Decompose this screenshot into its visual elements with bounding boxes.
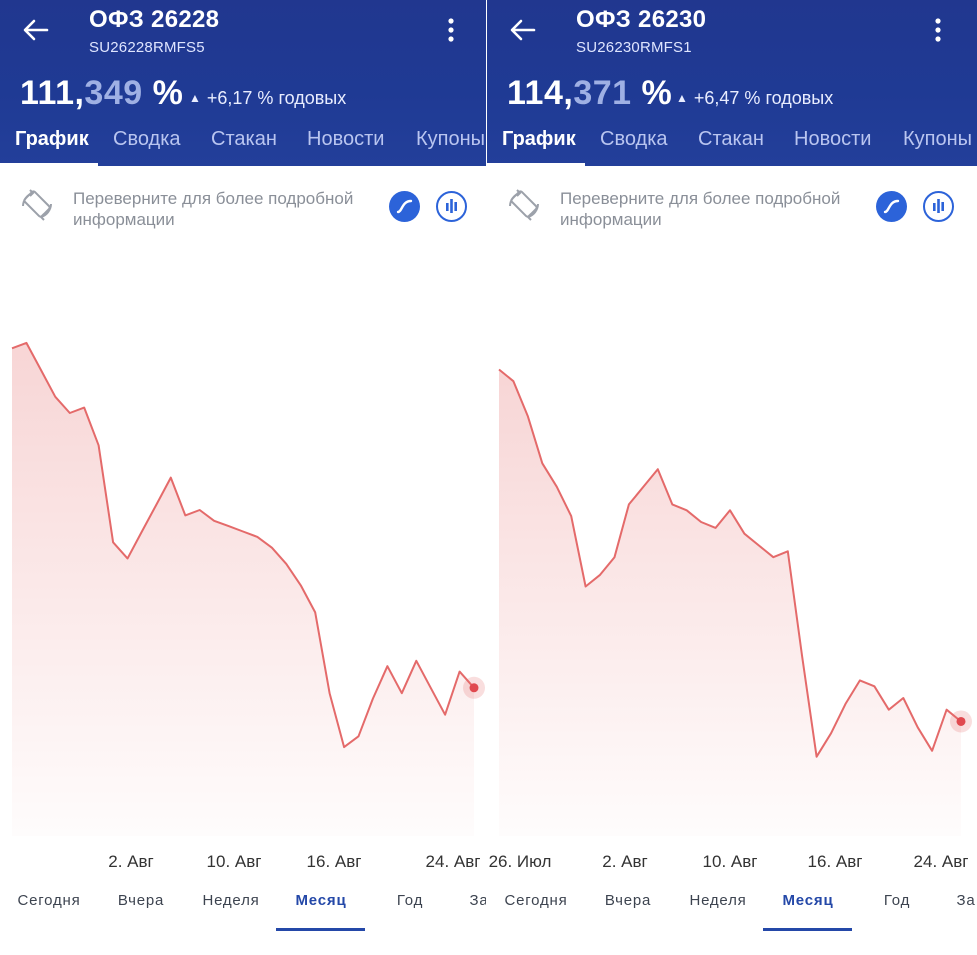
rotate-hint: Переверните для более подробной информац… <box>0 170 487 250</box>
period-selector: Сегодня Вчера Неделя Месяц Год За <box>487 884 977 934</box>
period-yesterday[interactable]: Вчера <box>117 892 165 909</box>
yield-change-text: +6,47 % годовых <box>693 88 834 108</box>
yield-change: ▲ +6,17 % годовых <box>189 88 346 109</box>
price-unit: % <box>142 74 184 112</box>
period-today[interactable]: Сегодня <box>504 892 568 909</box>
candlestick-icon <box>446 199 457 213</box>
tab-coupons[interactable]: Купоны <box>903 128 973 150</box>
tab-summary[interactable]: Сводка <box>113 128 181 150</box>
period-today[interactable]: Сегодня <box>17 892 81 909</box>
triangle-up-icon: ▲ <box>189 91 201 105</box>
bond-title: ОФЗ 26230 <box>576 6 707 33</box>
back-arrow-icon[interactable] <box>505 12 541 48</box>
x-tick-label: 2. Авг <box>602 852 648 871</box>
active-tab-indicator <box>0 163 98 166</box>
x-tick-label: 16. Авг <box>306 852 362 871</box>
price-chart[interactable] <box>487 286 977 846</box>
price-line <box>11 341 475 749</box>
line-chart-button[interactable] <box>389 191 420 222</box>
active-period-indicator <box>276 928 365 931</box>
rotate-hint: Переверните для более подробной информац… <box>487 170 977 250</box>
period-month[interactable]: Месяц <box>295 892 347 909</box>
candlestick-chart-button[interactable] <box>923 191 954 222</box>
tab-orderbook[interactable]: Стакан <box>211 128 277 150</box>
tab-bar: График Сводка Стакан Новости Купоны <box>0 124 487 166</box>
period-year[interactable]: Год <box>396 892 424 909</box>
period-week[interactable]: Неделя <box>689 892 747 909</box>
last-price-marker[interactable] <box>956 716 966 726</box>
price-chart[interactable] <box>0 286 487 846</box>
price: 114,371 % <box>507 74 672 113</box>
bond-title: ОФЗ 26228 <box>89 6 220 33</box>
last-price-marker[interactable] <box>469 683 479 693</box>
tab-chart[interactable]: График <box>15 128 89 150</box>
x-tick-label: 26. Июл <box>488 852 552 871</box>
yield-change-text: +6,17 % годовых <box>206 88 347 108</box>
price-area-fill <box>499 369 961 836</box>
bond-panel-ofz-26228: ОФЗ 26228 SU26228RMFS5 111,349 % ▲ +6,17 … <box>0 0 487 955</box>
period-month[interactable]: Месяц <box>782 892 834 909</box>
active-period-indicator <box>763 928 852 931</box>
price-fraction: 371 <box>573 74 632 112</box>
price-unit: % <box>631 74 673 112</box>
rotate-hint-text: Переверните для более подробной информац… <box>560 189 841 229</box>
price-integer: 114, <box>507 74 574 112</box>
rotate-hint-text: Переверните для более подробной информац… <box>73 189 354 229</box>
price-integer: 111, <box>20 74 85 112</box>
x-tick-label: 16. Авг <box>807 852 863 871</box>
rotate-device-icon <box>509 189 539 221</box>
tab-bar: График Сводка Стакан Новости Купоны <box>487 124 977 166</box>
header: ОФЗ 26230 SU26230RMFS1 114,371 % ▲ +6,47 … <box>487 0 977 166</box>
candlestick-chart-button[interactable] <box>436 191 467 222</box>
bond-ticker: SU26230RMFS1 <box>576 39 692 56</box>
rotate-device-icon <box>22 189 52 221</box>
x-tick-label: 10. Авг <box>702 852 758 871</box>
tab-chart[interactable]: График <box>502 128 576 150</box>
yield-change: ▲ +6,47 % годовых <box>676 88 833 109</box>
tab-orderbook[interactable]: Стакан <box>698 128 764 150</box>
x-tick-label: 2. Авг <box>108 852 154 871</box>
line-chart-icon <box>883 199 900 214</box>
bond-panel-ofz-26230: ОФЗ 26230 SU26230RMFS1 114,371 % ▲ +6,47 … <box>487 0 977 955</box>
price-area-fill <box>12 342 474 836</box>
tab-coupons[interactable]: Купоны <box>416 128 486 150</box>
period-all[interactable]: За <box>469 892 487 909</box>
period-yesterday[interactable]: Вчера <box>604 892 652 909</box>
x-tick-label: 24. Авг <box>913 852 969 871</box>
more-menu-icon[interactable] <box>924 14 952 46</box>
line-chart-icon <box>396 199 413 214</box>
candlestick-icon <box>933 199 944 213</box>
triangle-up-icon: ▲ <box>676 91 688 105</box>
x-axis: 2. Авг 10. Авг 16. Авг 24. Авг <box>0 850 487 876</box>
price-line <box>498 368 962 758</box>
more-menu-icon[interactable] <box>437 14 465 46</box>
period-all[interactable]: За <box>956 892 976 909</box>
period-year[interactable]: Год <box>883 892 911 909</box>
tab-news[interactable]: Новости <box>794 128 872 150</box>
back-arrow-icon[interactable] <box>18 12 54 48</box>
period-week[interactable]: Неделя <box>202 892 260 909</box>
tab-news[interactable]: Новости <box>307 128 385 150</box>
active-tab-indicator <box>487 163 585 166</box>
x-axis: 26. Июл 2. Авг 10. Авг 16. Авг 24. Авг <box>487 850 977 876</box>
header: ОФЗ 26228 SU26228RMFS5 111,349 % ▲ +6,17 … <box>0 0 487 166</box>
price: 111,349 % <box>20 74 183 113</box>
tab-summary[interactable]: Сводка <box>600 128 668 150</box>
x-tick-label: 24. Авг <box>425 852 481 871</box>
line-chart-button[interactable] <box>876 191 907 222</box>
price-fraction: 349 <box>84 74 143 112</box>
bond-ticker: SU26228RMFS5 <box>89 39 205 56</box>
period-selector: Сегодня Вчера Неделя Месяц Год За <box>0 884 487 934</box>
x-tick-label: 10. Авг <box>206 852 262 871</box>
